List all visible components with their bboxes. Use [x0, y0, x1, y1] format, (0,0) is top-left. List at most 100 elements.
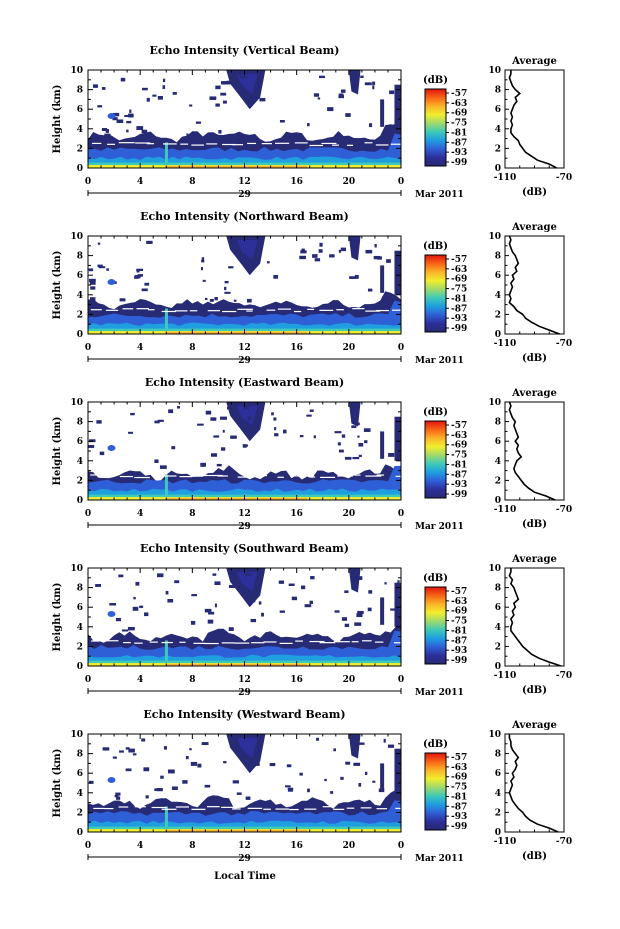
echo-speckle	[201, 259, 205, 263]
echo-gap	[161, 310, 177, 313]
echo-speckle	[209, 96, 217, 100]
colorbar-tick-label: -69	[451, 109, 467, 119]
echo-speckle	[369, 123, 373, 128]
average-title: Average	[511, 720, 557, 731]
colorbar-tick-label: -69	[451, 773, 467, 783]
echo-speckle	[349, 276, 356, 279]
echo-gap	[180, 143, 189, 145]
x-tick-label: 8	[189, 343, 195, 353]
echo-speckle	[230, 435, 237, 439]
average-y-tick-label: 6	[495, 437, 501, 447]
x-tick-label: 0	[398, 177, 404, 187]
echo-gap	[161, 641, 173, 644]
average-y-tick-label: 0	[495, 496, 501, 506]
echo-gap	[118, 806, 129, 808]
panel-title: Echo Intensity (Northward Beam)	[140, 210, 349, 223]
echo-gap	[206, 806, 220, 808]
average-x-label: (dB)	[522, 519, 547, 530]
y-tick-label: 6	[77, 105, 83, 115]
x-tick-label: 8	[189, 177, 195, 187]
average-y-tick-label: 10	[488, 66, 501, 76]
echo-speckle	[352, 456, 360, 460]
echo-gap	[174, 310, 188, 312]
echo-speckle	[274, 427, 277, 431]
echo-gap	[231, 808, 241, 810]
upper-cloud-20h	[348, 402, 361, 427]
echo-speckle	[157, 573, 164, 578]
echo-speckle	[367, 288, 373, 292]
echo-gap	[365, 475, 382, 477]
colorbar-tick-label: -81	[451, 792, 467, 802]
echo-gap	[151, 474, 163, 476]
colorbar-unit: (dB)	[423, 739, 448, 750]
echo-speckle	[218, 129, 222, 134]
echo-speckle	[398, 752, 401, 757]
echo-gap	[179, 476, 193, 478]
panel-title: Echo Intensity (Vertical Beam)	[149, 44, 339, 57]
echo-speckle	[157, 419, 164, 422]
x-tick-label: 16	[290, 675, 303, 685]
average-title: Average	[511, 388, 557, 399]
echo-speckle	[244, 573, 252, 577]
echo-gap	[332, 144, 339, 146]
echo-speckle	[334, 431, 342, 434]
echo-gap	[337, 475, 353, 477]
y-tick-label: 8	[77, 418, 83, 428]
echo-speckle	[160, 775, 164, 779]
echo-speckle	[286, 764, 292, 768]
y-tick-label: 10	[70, 66, 83, 76]
echo-speckle	[222, 429, 225, 433]
echo-speckle	[97, 264, 103, 268]
y-tick-label: 8	[77, 584, 83, 594]
echo-gap	[105, 309, 119, 311]
echo-gap	[237, 476, 251, 478]
colorbar	[424, 420, 447, 499]
average-x-tick-label: -70	[556, 837, 572, 847]
surface-band-orange	[166, 165, 308, 168]
echo-gap	[119, 475, 134, 478]
echo-gap	[277, 476, 284, 478]
echo-speckle	[172, 91, 177, 95]
echo-speckle	[182, 780, 188, 784]
echo-speckle	[128, 113, 134, 118]
surface-band-orange	[166, 829, 308, 832]
average-y-tick-label: 2	[495, 476, 501, 486]
surface-band-orange	[166, 331, 308, 334]
echo-speckle	[310, 576, 315, 580]
y-tick-label: 8	[77, 86, 83, 96]
x-tick-label: 0	[398, 509, 404, 519]
echo-gap	[307, 308, 315, 310]
edge-column-2	[380, 763, 385, 791]
echo-speckle	[364, 771, 368, 776]
echo-speckle	[340, 247, 347, 252]
colorbar-tick-label: -99	[451, 656, 467, 666]
echo-gap	[247, 475, 259, 477]
colorbar-tick-label: -87	[451, 802, 467, 812]
echo-gap	[266, 309, 276, 311]
echo-speckle	[256, 422, 259, 427]
echo-speckle	[359, 742, 365, 745]
y-axis-title: Height (km)	[52, 85, 63, 154]
echo-gap	[91, 640, 100, 642]
echo-speckle	[274, 433, 279, 437]
x-tick-label: 12	[238, 841, 251, 851]
echo-speckle	[136, 126, 144, 130]
echo-speckle	[283, 429, 287, 434]
echo-blob	[107, 611, 116, 618]
echo-speckle	[224, 286, 227, 291]
echo-speckle	[309, 600, 313, 605]
panel-2: Echo Intensity (Northward Beam) 0 2 4 6 8 10 He…	[52, 210, 572, 366]
echo-speckle	[317, 97, 321, 100]
average-y-tick-label: 6	[495, 271, 501, 281]
echo-speckle	[119, 750, 124, 753]
echo-gap	[352, 308, 365, 310]
echo-speckle	[357, 435, 360, 438]
echo-speckle	[288, 583, 295, 586]
y-tick-label: 6	[77, 769, 83, 779]
x-tick-label: 20	[343, 841, 356, 851]
echo-speckle	[279, 120, 285, 123]
spike-6h	[164, 640, 168, 662]
echo-gap	[163, 475, 177, 477]
x-tick-label: 0	[85, 509, 91, 519]
echo-speckle	[116, 119, 124, 124]
